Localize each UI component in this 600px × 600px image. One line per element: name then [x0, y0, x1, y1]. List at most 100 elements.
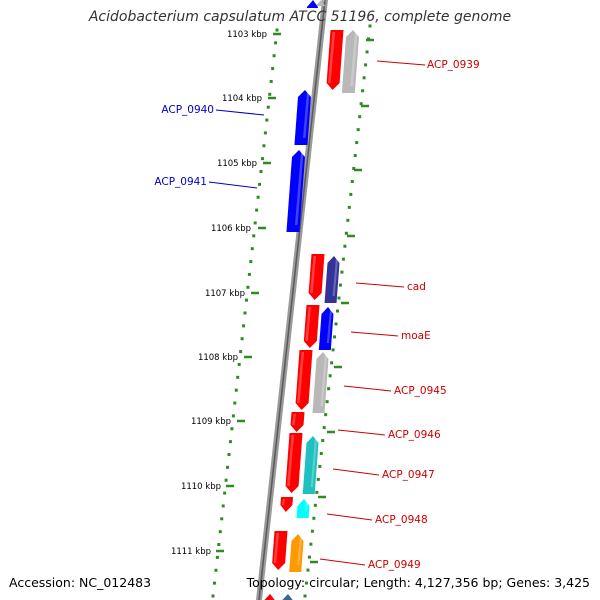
scale-dotted-lines: [211, 24, 372, 598]
tick-label: 1109 kbp: [191, 417, 231, 427]
gene-label: ACP_0948: [375, 514, 428, 526]
gene-next-cog: [281, 593, 294, 600]
gene-label-leader: [376, 60, 426, 66]
scale-dot: [306, 568, 310, 572]
gene-next-cog-shade: [289, 593, 293, 596]
gene-acp0939-shade: [328, 32, 336, 83]
gene-acp0945-cog-body: [312, 352, 329, 413]
scale-dot: [271, 67, 275, 71]
scale-dot: [214, 568, 218, 572]
scale-dot: [344, 231, 348, 235]
gene-acp0939-cog-shade: [350, 32, 358, 86]
scale-dot: [220, 517, 224, 521]
gene-label-leader: [326, 513, 373, 521]
scale-dot: [330, 361, 334, 365]
backbone-core: [258, 0, 326, 600]
scale-dot: [246, 285, 250, 289]
gene-acp0945-shade: [297, 352, 305, 403]
gene-acp0948-body: [280, 497, 293, 512]
gene-label: ACP_0949: [368, 559, 421, 571]
gene-label-leader: [337, 429, 386, 436]
scale-dot: [221, 504, 225, 508]
scale-dot: [350, 179, 354, 183]
scale-dot: [243, 311, 247, 315]
scale-dot: [319, 452, 323, 455]
scale-dot: [309, 542, 313, 546]
scale-dot: [349, 192, 353, 196]
gene-acp0941-body: [286, 150, 305, 232]
gene-label-leader: [208, 181, 258, 189]
scale-dot: [275, 28, 279, 32]
inner-scale-line: [211, 28, 279, 598]
scale-dot: [356, 128, 360, 132]
gene-label: ACP_0945: [394, 385, 447, 397]
scale-dot: [315, 490, 319, 494]
scale-dot: [340, 270, 344, 274]
gene-prev-a-shade: [322, 0, 325, 2]
scale-dot: [274, 41, 278, 45]
scale-dot: [337, 296, 341, 300]
scale-dot: [250, 247, 254, 251]
gene-next-shade: [271, 593, 275, 596]
scale-dot: [336, 309, 339, 313]
gene-acp0939: [326, 30, 344, 90]
gene-prev-a: [314, 0, 327, 7]
gene-label-leader: [355, 282, 405, 288]
scale-dot: [365, 50, 369, 54]
gene-acp0947-shade: [287, 435, 295, 486]
gene-acp0949: [272, 531, 288, 570]
scale-dot: [240, 337, 244, 341]
gene-moae-cog-shade: [326, 309, 333, 343]
tick-label: 1106 kbp: [211, 224, 251, 234]
gene-acp0941-shade: [294, 152, 304, 225]
scale-dot: [234, 388, 238, 392]
scale-dot: [218, 530, 222, 534]
scale-dot: [352, 167, 356, 170]
scale-dot: [258, 182, 262, 186]
summary-text: Topology: circular; Length: 4,127,356 bp…: [246, 575, 590, 590]
gene-label: moaE: [401, 330, 431, 342]
gene-acp0945: [295, 350, 313, 410]
scale-ticks: 1103 kbp 1104 kbp 1105 kbp 1106 kbp 1107 kbp…: [171, 30, 374, 564]
tick-label: 1110 kbp: [181, 482, 221, 492]
tick-label: 1103 kbp: [227, 30, 267, 40]
gene-label: ACP_0939: [427, 59, 480, 71]
scale-dot: [252, 234, 256, 238]
gene-label: ACP_0946: [388, 429, 441, 441]
scale-dot: [237, 362, 241, 366]
gene-acp0940: [294, 90, 311, 145]
gene-acp0949-body: [272, 531, 288, 570]
scale-dot: [224, 478, 228, 482]
gene-label: cad: [407, 281, 426, 293]
gene-label: ACP_0947: [382, 469, 435, 481]
gene-label-leader: [343, 385, 392, 392]
scale-dot: [242, 324, 246, 328]
scale-dot: [368, 24, 372, 28]
scale-dot: [334, 322, 338, 326]
gene-acp0941: [286, 150, 305, 232]
gene-acp0948-cog-body: [296, 499, 310, 518]
scale-dot: [255, 208, 259, 212]
gene-acp0949-cog: [289, 534, 304, 572]
scale-dot: [341, 257, 345, 261]
gene-moae-cog: [318, 307, 334, 350]
scale-dot: [269, 79, 273, 83]
scale-dot: [239, 350, 243, 354]
scale-dot: [211, 594, 215, 598]
gene-acp0939-cog: [341, 30, 359, 93]
scale-dot: [362, 76, 366, 80]
gene-acp0947-body: [285, 433, 303, 493]
scale-dot: [361, 89, 365, 93]
gene-acp0947: [285, 433, 303, 493]
scale-dot: [262, 144, 266, 148]
gene-next: [263, 593, 276, 600]
gene-prev-b-body: [306, 0, 318, 8]
scale-dot: [304, 581, 308, 585]
gene-acp0948-cog-shade: [304, 501, 309, 511]
gene-label-leader: [319, 558, 366, 566]
gene-acp0945-body: [295, 350, 313, 410]
gene-acp0939-body: [326, 30, 344, 90]
gene-acp0939-cog-body: [341, 30, 359, 93]
scale-dot: [313, 503, 317, 507]
